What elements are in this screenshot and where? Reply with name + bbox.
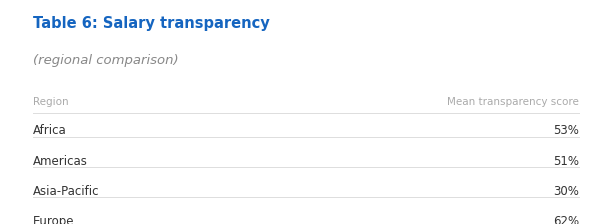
Text: 30%: 30% (553, 185, 579, 198)
Text: Europe: Europe (33, 215, 74, 224)
Text: Asia-Pacific: Asia-Pacific (33, 185, 100, 198)
Text: Africa: Africa (33, 124, 67, 137)
Text: Americas: Americas (33, 155, 88, 168)
Text: 53%: 53% (553, 124, 579, 137)
Text: Mean transparency score: Mean transparency score (447, 97, 579, 108)
Text: (regional comparison): (regional comparison) (33, 54, 179, 67)
Text: 51%: 51% (553, 155, 579, 168)
Text: Table 6: Salary transparency: Table 6: Salary transparency (33, 16, 270, 31)
Text: Region: Region (33, 97, 68, 108)
Text: 62%: 62% (553, 215, 579, 224)
